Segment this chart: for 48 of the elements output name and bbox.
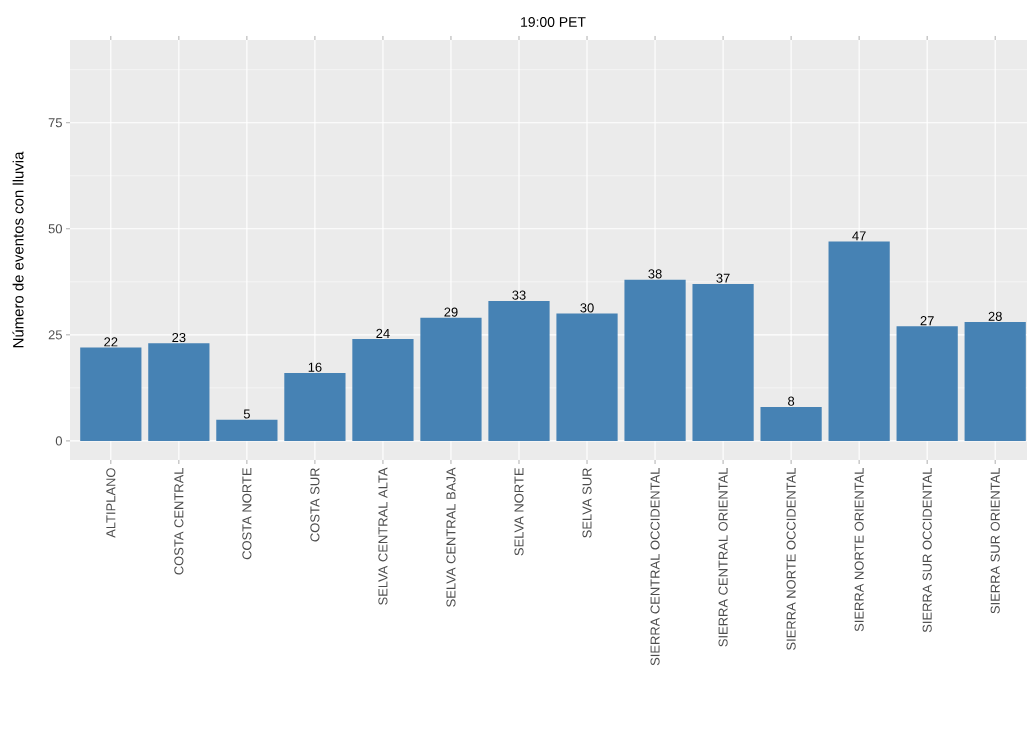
x-tick-label: SELVA SUR [582, 468, 592, 538]
bar [692, 283, 754, 441]
x-tick-label: SIERRA SUR ORIENTAL [990, 467, 1000, 614]
x-tick-label: SELVA NORTE [514, 468, 524, 556]
bar [216, 419, 278, 441]
bar [284, 373, 346, 441]
data-label: 47 [852, 231, 866, 241]
bar [896, 326, 958, 441]
x-tick-label: ALTIPLANO [106, 468, 116, 538]
data-label: 24 [376, 328, 390, 338]
data-label: 37 [716, 273, 730, 283]
x-tick-label: SIERRA CENTRAL OCCIDENTAL [650, 467, 660, 666]
x-tick-label: SELVA CENTRAL BAJA [446, 467, 456, 607]
x-tick-label: SIERRA NORTE ORIENTAL [854, 467, 864, 632]
data-label: 5 [243, 409, 250, 419]
y-tick-label: 75 [48, 118, 62, 128]
y-tick-label: 0 [55, 436, 62, 446]
data-label: 23 [172, 332, 186, 343]
x-tick-label: SELVA CENTRAL ALTA [378, 467, 388, 605]
x-tick-label: SIERRA SUR OCCIDENTAL [922, 467, 932, 633]
data-label: 16 [308, 362, 322, 372]
data-label: 30 [580, 303, 594, 313]
bar [760, 406, 822, 441]
bar [488, 300, 550, 441]
chart-title: 19:00 PET [521, 17, 586, 27]
bar [352, 339, 414, 441]
data-label: 29 [444, 307, 458, 317]
bar [148, 343, 210, 441]
bar [964, 322, 1026, 441]
bar [624, 279, 686, 441]
data-label: 8 [788, 396, 795, 406]
y-tick-label: 25 [48, 330, 62, 340]
bar [80, 347, 142, 441]
data-label: 22 [104, 337, 118, 347]
data-label: 27 [920, 316, 934, 326]
x-tick-label: COSTA CENTRAL [174, 467, 184, 575]
x-tick-label: COSTA NORTE [242, 468, 252, 560]
y-tick-label: 50 [48, 224, 62, 234]
data-label: 33 [512, 290, 526, 300]
bar [556, 313, 618, 441]
x-tick-label: SIERRA CENTRAL ORIENTAL [718, 467, 728, 647]
data-label: 38 [648, 269, 662, 279]
x-tick-label: COSTA SUR [310, 468, 320, 542]
y-axis-title: Número de eventos con lluvia [12, 151, 24, 348]
data-label: 28 [988, 311, 1002, 321]
bar [420, 317, 482, 441]
bar [828, 241, 890, 441]
x-tick-label: SIERRA NORTE OCCIDENTAL [786, 467, 796, 650]
